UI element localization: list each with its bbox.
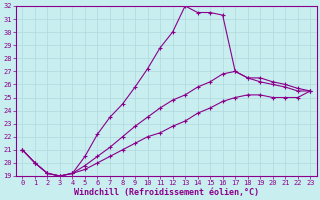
X-axis label: Windchill (Refroidissement éolien,°C): Windchill (Refroidissement éolien,°C) <box>74 188 259 197</box>
